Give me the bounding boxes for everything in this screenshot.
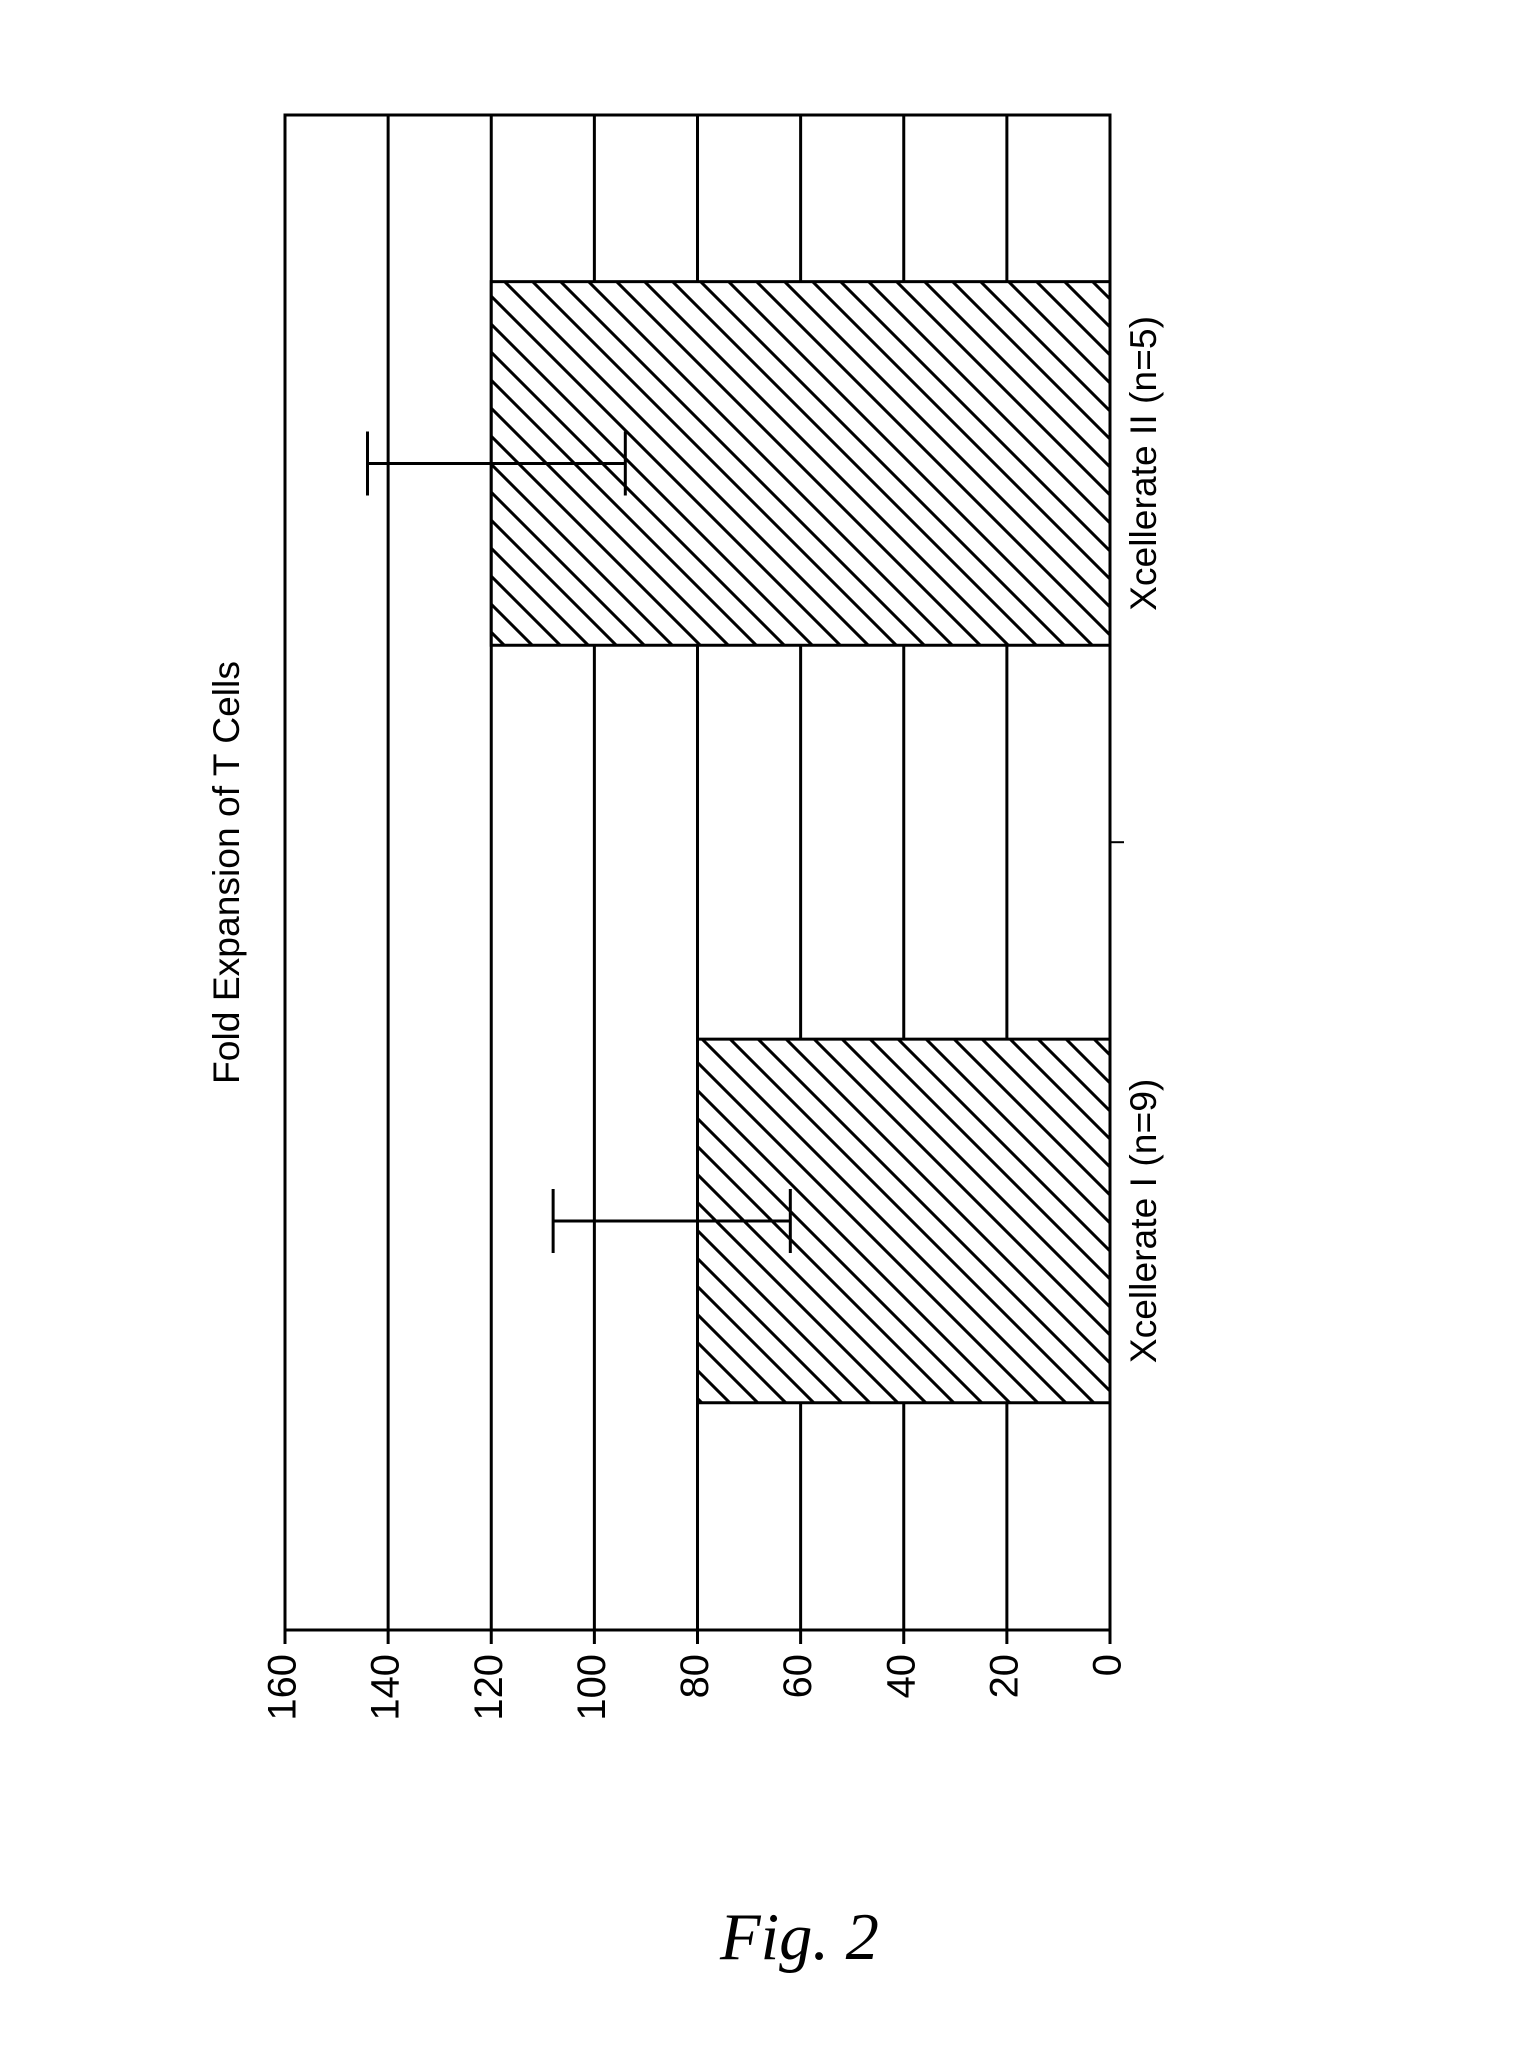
y-tick-label: 40 [879, 1654, 923, 1698]
y-tick-label: 60 [776, 1654, 820, 1698]
page: 0 20 40 60 80 100 120 140 160 Xcellerate I (n=9) X… [0, 0, 1539, 2045]
fold-expansion-bar-chart: 0 20 40 60 80 100 120 140 160 Xcellerate I (n=9) X… [0, 0, 1539, 2045]
category-label: Xcellerate I (n=9) [1122, 1079, 1164, 1364]
y-tick-label: 120 [467, 1654, 511, 1721]
y-tick-label: 140 [364, 1654, 408, 1721]
chart-title: Fold Expansion of T Cells [205, 661, 247, 1084]
y-tick-label: 80 [673, 1654, 717, 1698]
category-label: Xcellerate II (n=5) [1122, 316, 1164, 611]
figure-caption: Fig. 2 [720, 1900, 879, 1976]
y-tick-label: 160 [261, 1654, 305, 1721]
y-tick-label: 20 [982, 1654, 1026, 1698]
y-tick-label: 100 [570, 1654, 614, 1721]
y-tick-label: 0 [1086, 1654, 1130, 1676]
